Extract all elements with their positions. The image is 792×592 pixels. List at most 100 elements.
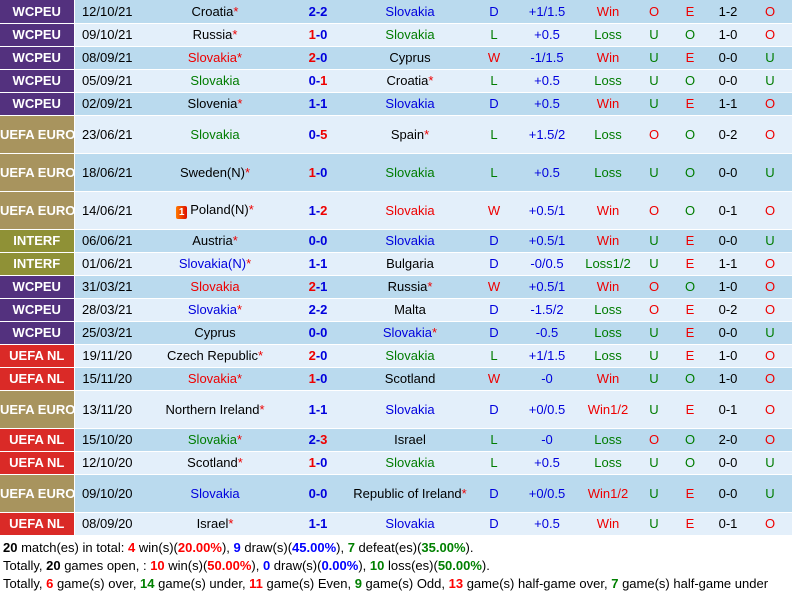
away-goals: 2: [320, 302, 328, 317]
score-dash: -: [315, 256, 321, 271]
half-over-under-cell: U: [748, 474, 792, 513]
score-dash: -: [315, 401, 321, 417]
score-cell: 1-1: [290, 390, 346, 429]
handicap-cell: +0.5: [514, 69, 580, 93]
match-row: WCPEU 28/03/21 Slovakia* 2-2 Malta D -1.5/2 Los…: [0, 298, 792, 322]
summary-text: 50.00%: [207, 557, 252, 573]
star-marker: *: [228, 516, 234, 531]
away-goals: 0: [320, 27, 328, 42]
over-under-cell: O: [636, 0, 672, 24]
summary-text: 11: [249, 575, 263, 591]
summary-line-total: 20 match(es) in total: 4 win(s)(20.00%),…: [3, 539, 789, 557]
even-odd-cell: O: [672, 115, 708, 154]
match-row: WCPEU 12/10/21 Croatia* 2-2 Slovakia D +1/1.5 W…: [0, 0, 792, 24]
summary-text: 0: [262, 557, 271, 573]
handicap-cell: -0.5: [514, 321, 580, 345]
summary-text: 0.00%: [321, 557, 359, 573]
over-under-cell: O: [636, 275, 672, 299]
team-name: Slovakia: [385, 455, 435, 470]
half-time-score-cell: 0-2: [708, 298, 748, 322]
even-odd-cell: O: [672, 451, 708, 475]
summary-text: 20.00%: [177, 539, 222, 555]
date-cell: 12/10/21: [74, 0, 140, 24]
handicap-result-cell: Win: [580, 46, 636, 70]
score-dash: -: [315, 302, 321, 317]
competition-cell: WCPEU: [0, 46, 75, 70]
summary-text: 50.00%: [437, 557, 482, 573]
score-cell: 2-0: [290, 344, 346, 368]
star-marker: *: [237, 371, 243, 386]
home-goals: 1: [308, 371, 316, 386]
away-goals: 0: [320, 348, 328, 363]
away-team-cell: Croatia*: [346, 69, 474, 93]
even-odd-cell: E: [672, 298, 708, 322]
half-over-under-cell: O: [748, 298, 792, 322]
even-odd-cell: O: [672, 23, 708, 47]
handicap-result-cell: Win: [580, 229, 636, 253]
half-time-score-cell: 1-1: [708, 92, 748, 116]
handicap-cell: -1/1.5: [514, 46, 580, 70]
handicap-cell: +0/0.5: [514, 474, 580, 513]
handicap-cell: -0: [514, 367, 580, 391]
star-marker: *: [233, 3, 239, 19]
team-name: Israel: [196, 516, 229, 531]
score-cell: 1-1: [290, 252, 346, 276]
date-cell: 19/11/20: [74, 344, 140, 368]
score-dash: -: [315, 96, 321, 111]
over-under-cell: U: [636, 344, 672, 368]
summary-line-goals: Totally, 6 game(s) over, 14 game(s) unde…: [3, 575, 789, 592]
match-row: UEFA EURO 13/11/20 Northern Ireland* 1-1 Slo…: [0, 390, 792, 429]
star-marker: *: [237, 302, 243, 317]
summary-text: 20: [3, 539, 22, 555]
handicap-result-cell: Win: [580, 512, 636, 536]
team-name: Spain: [390, 126, 425, 142]
score-dash: -: [315, 126, 321, 142]
team-name: Poland(N): [190, 201, 249, 217]
away-goals: 0: [320, 455, 328, 470]
even-odd-cell: E: [672, 474, 708, 513]
home-team-cell: Slovakia*: [140, 46, 290, 70]
away-team-cell: Slovakia: [346, 512, 474, 536]
over-under-cell: U: [636, 512, 672, 536]
away-goals: 0: [320, 325, 328, 340]
score-cell: 2-2: [290, 0, 346, 24]
away-goals: 0: [320, 50, 328, 65]
competition-cell: WCPEU: [0, 69, 75, 93]
match-row: WCPEU 31/03/21 Slovakia 2-1 Russia* W +0.5/1 Wi…: [0, 275, 792, 299]
star-marker: *: [248, 201, 254, 217]
date-cell: 28/03/21: [74, 298, 140, 322]
home-goals: 2: [308, 432, 316, 447]
half-over-under-cell: O: [748, 428, 792, 452]
date-cell: 14/06/21: [74, 191, 140, 230]
result-cell: D: [474, 92, 514, 116]
handicap-cell: -1.5/2: [514, 298, 580, 322]
handicap-cell: -0/0.5: [514, 252, 580, 276]
summary-text: ),: [221, 539, 234, 555]
half-time-score-cell: 0-0: [708, 69, 748, 93]
handicap-result-cell: Win: [580, 275, 636, 299]
team-name: Slovakia: [187, 302, 238, 317]
handicap-result-cell: Loss: [580, 298, 636, 322]
handicap-result-cell: Loss: [580, 428, 636, 452]
handicap-cell: +0/0.5: [514, 390, 580, 429]
star-marker: *: [232, 27, 238, 42]
score-dash: -: [315, 485, 321, 501]
competition-cell: UEFA NL: [0, 428, 75, 452]
match-history-table: WCPEU 12/10/21 Croatia* 2-2 Slovakia D +1/1.5 W…: [0, 0, 792, 536]
home-goals: 1: [308, 256, 316, 271]
result-cell: D: [474, 321, 514, 345]
away-team-cell: Scotland: [346, 367, 474, 391]
team-name: Republic of Ireland: [353, 485, 462, 501]
home-goals: 1: [308, 455, 316, 470]
away-team-cell: Russia*: [346, 275, 474, 299]
away-goals: 0: [320, 371, 328, 386]
date-cell: 05/09/21: [74, 69, 140, 93]
handicap-cell: +0.5: [514, 451, 580, 475]
over-under-cell: U: [636, 46, 672, 70]
half-over-under-cell: U: [748, 69, 792, 93]
team-name: Sweden(N): [179, 164, 245, 180]
summary-text: game(s) Odd,: [361, 575, 449, 591]
result-cell: L: [474, 23, 514, 47]
team-name: Slovakia: [187, 50, 238, 65]
half-time-score-cell: 0-0: [708, 153, 748, 192]
